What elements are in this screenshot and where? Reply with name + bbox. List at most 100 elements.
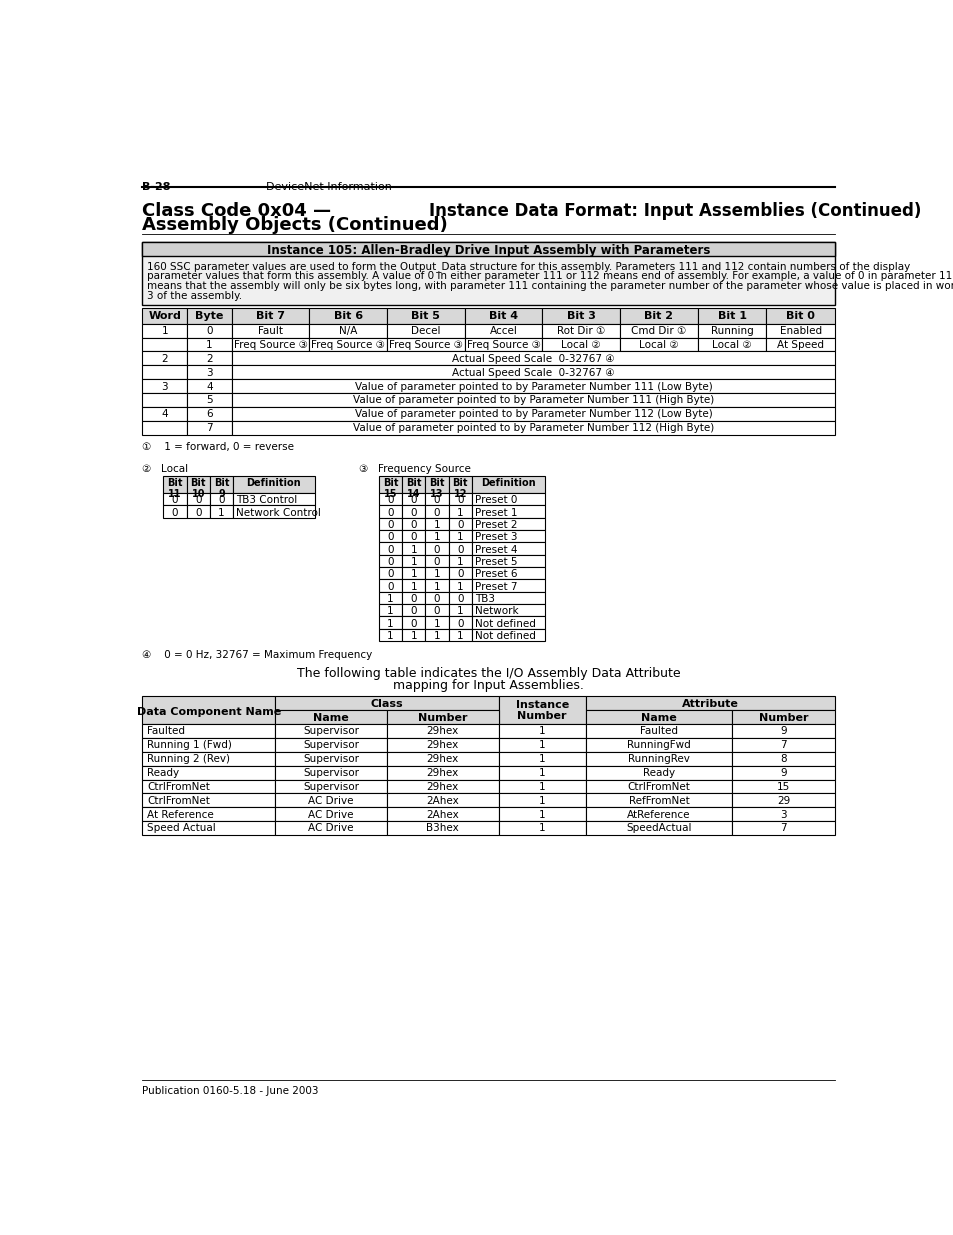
Text: DeviceNet Information: DeviceNet Information xyxy=(266,182,392,193)
Bar xyxy=(402,505,425,517)
Text: 0: 0 xyxy=(456,495,463,505)
Bar xyxy=(765,309,835,324)
Text: Instance
Number: Instance Number xyxy=(515,699,568,721)
Bar xyxy=(425,493,448,505)
Bar xyxy=(472,616,545,629)
Text: Ready: Ready xyxy=(642,768,675,778)
Bar xyxy=(142,337,187,352)
Text: 1: 1 xyxy=(161,326,168,336)
Text: 1: 1 xyxy=(538,768,545,778)
Bar xyxy=(142,808,274,821)
Bar xyxy=(498,793,585,808)
Text: Preset 3: Preset 3 xyxy=(475,532,517,542)
Text: Instance Data Format: Input Assemblies (Continued): Instance Data Format: Input Assemblies (… xyxy=(429,203,921,220)
Text: 3: 3 xyxy=(206,368,213,378)
Text: 0: 0 xyxy=(434,594,439,604)
Text: ①    1 = forward, 0 = reverse: ① 1 = forward, 0 = reverse xyxy=(142,442,294,452)
Bar xyxy=(386,821,498,835)
Bar xyxy=(274,808,386,821)
Bar xyxy=(142,724,274,739)
Text: SpeedActual: SpeedActual xyxy=(626,824,691,834)
Bar xyxy=(585,808,732,821)
Bar xyxy=(187,366,232,379)
Bar xyxy=(387,324,464,337)
Bar xyxy=(378,579,402,592)
Text: Bit
14: Bit 14 xyxy=(406,478,421,499)
Bar xyxy=(274,710,386,724)
Text: 4: 4 xyxy=(206,382,213,391)
Bar xyxy=(472,567,545,579)
Text: 29hex: 29hex xyxy=(426,755,458,764)
Bar xyxy=(142,366,187,379)
Text: Accel: Accel xyxy=(489,326,517,336)
Text: RefFromNet: RefFromNet xyxy=(628,795,689,805)
Text: 29hex: 29hex xyxy=(426,768,458,778)
Text: 1: 1 xyxy=(538,795,545,805)
Bar xyxy=(274,724,386,739)
Text: Value of parameter pointed to by Parameter Number 112 (High Byte): Value of parameter pointed to by Paramet… xyxy=(353,424,714,433)
Text: Actual Speed Scale  0-32767 ④: Actual Speed Scale 0-32767 ④ xyxy=(452,368,614,378)
Text: Running 2 (Rev): Running 2 (Rev) xyxy=(147,755,230,764)
Bar xyxy=(402,517,425,530)
Text: 1: 1 xyxy=(410,545,416,555)
Text: Bit
9: Bit 9 xyxy=(213,478,229,499)
Text: 1: 1 xyxy=(387,631,394,641)
Text: 0: 0 xyxy=(172,495,178,505)
Text: Bit 3: Bit 3 xyxy=(566,311,595,321)
Text: 0: 0 xyxy=(410,520,416,530)
Bar xyxy=(472,517,545,530)
Bar xyxy=(697,337,765,352)
Text: 0: 0 xyxy=(410,619,416,629)
Bar xyxy=(472,530,545,542)
Bar xyxy=(464,337,541,352)
Text: 7: 7 xyxy=(780,740,786,751)
Bar xyxy=(187,393,232,406)
Text: Freq Source ③: Freq Source ③ xyxy=(311,340,385,350)
Text: Preset 2: Preset 2 xyxy=(475,520,517,530)
Bar xyxy=(448,629,472,641)
Bar xyxy=(274,739,386,752)
Bar xyxy=(274,697,498,710)
Text: Byte: Byte xyxy=(195,311,223,321)
Text: CtrlFromNet: CtrlFromNet xyxy=(147,795,210,805)
Text: 0: 0 xyxy=(172,508,178,517)
Bar xyxy=(187,493,210,505)
Bar xyxy=(472,493,545,505)
Bar xyxy=(498,752,585,766)
Bar xyxy=(163,477,187,493)
Text: B3hex: B3hex xyxy=(426,824,458,834)
Text: 1: 1 xyxy=(387,619,394,629)
Text: Freq Source ③: Freq Source ③ xyxy=(389,340,462,350)
Text: Preset 6: Preset 6 xyxy=(475,569,517,579)
Bar xyxy=(142,242,835,305)
Text: CtrlFromNet: CtrlFromNet xyxy=(147,782,210,792)
Text: Definition: Definition xyxy=(481,478,536,488)
Text: Freq Source ③: Freq Source ③ xyxy=(466,340,539,350)
Text: 1: 1 xyxy=(456,508,463,517)
Text: Running 1 (Fwd): Running 1 (Fwd) xyxy=(147,740,232,751)
Bar xyxy=(448,477,472,493)
Bar xyxy=(448,517,472,530)
Text: 0: 0 xyxy=(387,508,394,517)
Bar xyxy=(187,352,232,366)
Bar xyxy=(732,724,835,739)
Bar xyxy=(233,493,314,505)
Bar xyxy=(378,530,402,542)
Text: Class: Class xyxy=(370,699,403,709)
Text: 0: 0 xyxy=(410,532,416,542)
Text: parameter values that form this assembly. A value of 0 in either parameter 111 o: parameter values that form this assembly… xyxy=(147,270,953,280)
Bar xyxy=(232,379,835,393)
Bar xyxy=(142,697,274,724)
Text: 0: 0 xyxy=(387,569,394,579)
Text: Supervisor: Supervisor xyxy=(303,768,358,778)
Bar xyxy=(378,629,402,641)
Bar xyxy=(232,309,309,324)
Text: 1: 1 xyxy=(456,606,463,616)
Text: 0: 0 xyxy=(434,508,439,517)
Bar xyxy=(498,739,585,752)
Bar xyxy=(472,604,545,616)
Text: 1: 1 xyxy=(410,569,416,579)
Bar xyxy=(187,337,232,352)
Bar xyxy=(498,766,585,779)
Bar xyxy=(732,793,835,808)
